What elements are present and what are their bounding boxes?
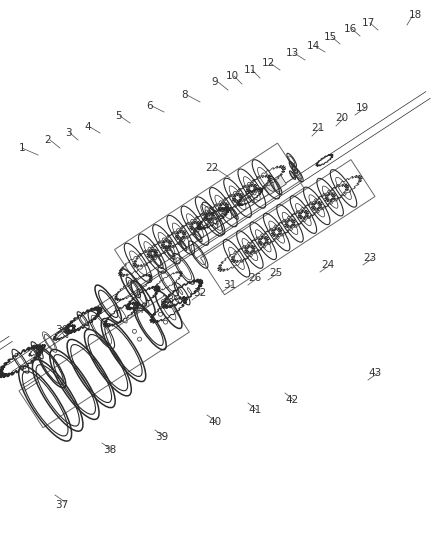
Text: 20: 20 — [336, 113, 349, 123]
Text: 37: 37 — [55, 500, 69, 510]
Text: 8: 8 — [182, 90, 188, 100]
Text: 11: 11 — [244, 65, 257, 75]
Text: 12: 12 — [261, 58, 275, 68]
Text: 33: 33 — [161, 295, 175, 305]
Text: 31: 31 — [223, 280, 237, 290]
Text: 17: 17 — [361, 18, 374, 28]
Text: 16: 16 — [343, 24, 357, 34]
Text: 9: 9 — [212, 77, 218, 87]
Text: 34: 34 — [131, 305, 145, 315]
Text: 26: 26 — [248, 273, 261, 283]
Text: 36: 36 — [55, 325, 69, 335]
Text: 39: 39 — [155, 432, 169, 442]
Text: 1: 1 — [19, 143, 25, 153]
Text: 41: 41 — [248, 405, 261, 415]
Text: 14: 14 — [306, 41, 320, 51]
Text: 42: 42 — [286, 395, 299, 405]
Text: 25: 25 — [269, 268, 283, 278]
Text: 23: 23 — [364, 253, 377, 263]
Text: 38: 38 — [103, 445, 117, 455]
Text: 10: 10 — [226, 71, 239, 81]
Text: 6: 6 — [147, 101, 153, 111]
Text: 3: 3 — [65, 128, 71, 138]
Text: 18: 18 — [408, 10, 422, 20]
Text: 4: 4 — [85, 122, 91, 132]
Text: 22: 22 — [205, 163, 219, 173]
Polygon shape — [264, 175, 286, 195]
Text: 15: 15 — [323, 32, 337, 42]
Text: 5: 5 — [115, 111, 121, 121]
Text: 32: 32 — [193, 288, 207, 298]
Text: 40: 40 — [208, 417, 222, 427]
Text: 24: 24 — [321, 260, 335, 270]
Text: 13: 13 — [286, 48, 299, 58]
Text: 2: 2 — [45, 135, 51, 145]
Text: 43: 43 — [368, 368, 381, 378]
Text: 21: 21 — [311, 123, 325, 133]
Text: 19: 19 — [355, 103, 369, 113]
